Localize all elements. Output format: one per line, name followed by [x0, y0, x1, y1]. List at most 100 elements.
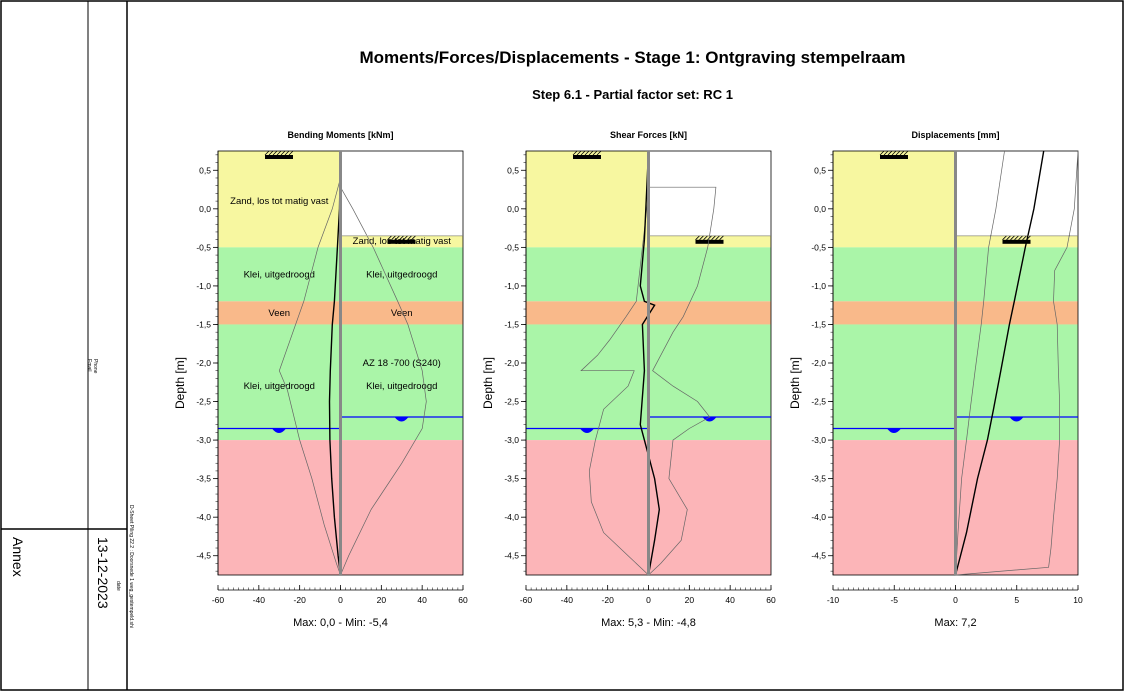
soil-layer-bottom [955, 440, 1078, 575]
chart-summary: Max: 0,0 - Min: -5,4 [293, 617, 388, 629]
chart-summary: Max: 7,2 [934, 617, 976, 629]
y-tick-label: 0,5 [199, 165, 211, 175]
water-level-icon [272, 428, 286, 434]
chart-panel-1: Bending Moments [kNm] Zand, los tot matig… [173, 130, 468, 629]
surface-hatch-icon [265, 155, 293, 159]
y-tick-label: -4,0 [196, 512, 211, 522]
surface-hatch-icon [387, 235, 392, 241]
y-axis-label: Depth [m] [173, 357, 187, 409]
chart-title: Shear Forces [kN] [610, 130, 687, 140]
wall-label: AZ 18 -700 (S240) [363, 358, 441, 369]
soil-layer-bottom [218, 440, 341, 575]
soil-layer-peat [955, 301, 1078, 325]
y-tick-label: -4,0 [504, 512, 519, 522]
series-envelope-right [648, 186, 717, 576]
soil-layer-peat [833, 301, 956, 325]
x-tick-label: 40 [417, 595, 427, 605]
soil-layer-clay [526, 247, 649, 302]
surface-hatch-icon [288, 150, 294, 156]
surface-hatch-icon [880, 155, 908, 159]
x-tick-label: -40 [561, 595, 574, 605]
soil-layer-clay [955, 247, 1078, 302]
y-tick-label: -3,5 [811, 474, 826, 484]
surface-hatch-icon [703, 235, 708, 241]
surface-hatch-icon [879, 150, 885, 156]
soil-layer-clay [340, 247, 463, 302]
surface-hatch-icon [1002, 235, 1007, 241]
surface-hatch-icon [280, 150, 286, 156]
surface-hatch-icon [399, 235, 404, 241]
series-envelope-left [580, 193, 649, 576]
y-tick-label: 0,0 [199, 204, 211, 214]
soil-layer-clay [218, 247, 341, 302]
y-tick-label: -1,5 [196, 319, 211, 329]
x-tick-label: 60 [766, 595, 776, 605]
surface-hatch-icon [711, 235, 716, 241]
surface-hatch-icon [403, 235, 408, 241]
page-title: Moments/Forces/Displacements - Stage 1: … [359, 48, 906, 67]
soil-label: Veen [268, 308, 290, 319]
x-tick-label: -10 [827, 595, 840, 605]
soil-label: Zand, los tot matig vast [353, 236, 452, 247]
chart-panel-3: Displacements [mm] 0,5 0,0 -0,5 -1,0 -1,5 -2,0… [788, 130, 1083, 629]
surface-hatch-icon [1018, 235, 1023, 241]
soil-layer-clay [833, 247, 956, 302]
surface-hatch-icon [407, 235, 412, 241]
x-tick-label: -20 [294, 595, 307, 605]
water-level-icon [580, 428, 594, 434]
soil-layer-clay [218, 324, 341, 441]
soil-label: Klei, uitgedroogd [244, 381, 315, 392]
surface-hatch-icon [1022, 235, 1027, 241]
series-envelope-right [955, 150, 1079, 576]
y-tick-label: -4,5 [811, 551, 826, 561]
y-tick-label: -2,0 [504, 358, 519, 368]
surface-hatch-icon [719, 235, 724, 241]
y-axis-label: Depth [m] [481, 357, 495, 409]
y-tick-label: -1,0 [504, 281, 519, 291]
soil-label: Klei, uitgedroogd [366, 381, 437, 392]
y-tick-label: -1,0 [196, 281, 211, 291]
surface-hatch-icon [887, 150, 893, 156]
y-tick-label: 0,0 [814, 204, 826, 214]
y-tick-label: -0,5 [504, 242, 519, 252]
surface-hatch-icon [1002, 239, 1031, 244]
series-envelope-right [340, 187, 427, 576]
soil-layer-clay [833, 324, 956, 441]
soil-layer-peat [340, 301, 463, 325]
y-tick-label: -3,0 [811, 435, 826, 445]
surface-hatch-icon [576, 150, 582, 156]
surface-hatch-icon [276, 150, 282, 156]
y-tick-label: -4,5 [504, 551, 519, 561]
surface-hatch-icon [695, 239, 724, 244]
surface-hatch-icon [695, 235, 700, 241]
surface-hatch-icon [1006, 235, 1011, 241]
surface-hatch-icon [584, 150, 590, 156]
y-axis-label: Depth [m] [788, 357, 802, 409]
y-tick-label: -4,0 [811, 512, 826, 522]
y-tick-label: -2,5 [504, 397, 519, 407]
y-tick-label: -4,5 [196, 551, 211, 561]
soil-layer-bottom [526, 440, 649, 575]
y-tick-label: -0,5 [196, 242, 211, 252]
y-tick-label: -3,5 [504, 474, 519, 484]
y-tick-label: 0,0 [507, 204, 519, 214]
surface-hatch-icon [411, 235, 416, 241]
soil-layer-bottom [340, 440, 463, 575]
x-tick-label: 40 [725, 595, 735, 605]
soil-layer-sand [218, 151, 341, 248]
water-level-icon [702, 416, 717, 422]
y-tick-label: -1,5 [811, 319, 826, 329]
water-level-icon [394, 416, 409, 422]
chart-title: Displacements [mm] [911, 130, 999, 140]
surface-hatch-icon [1010, 235, 1015, 241]
soil-label: Veen [391, 308, 413, 319]
y-tick-label: -3,0 [196, 435, 211, 445]
surface-hatch-icon [592, 150, 598, 156]
series-result [328, 150, 342, 576]
surface-hatch-icon [391, 235, 396, 241]
x-tick-label: 20 [685, 595, 695, 605]
soil-layer-peat [526, 301, 649, 325]
surface-hatch-icon [883, 150, 889, 156]
series-result [639, 150, 661, 576]
soil-layer-sand [526, 151, 649, 248]
